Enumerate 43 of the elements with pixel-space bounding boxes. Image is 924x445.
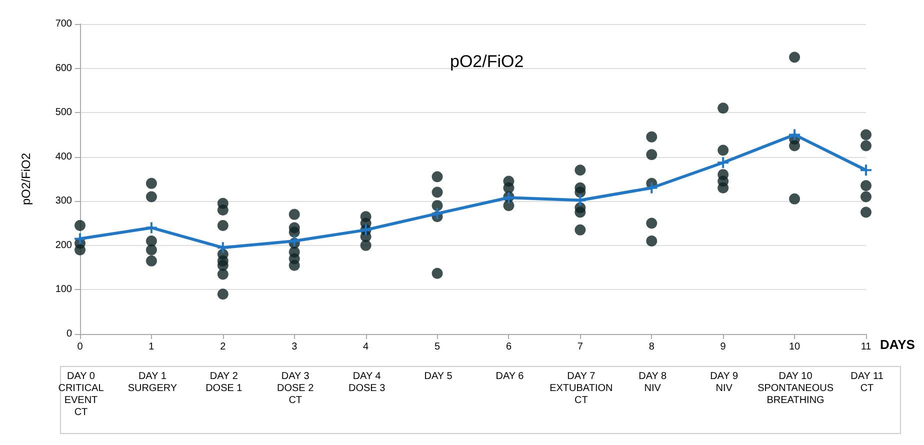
x-tick-label: 9: [720, 342, 726, 352]
x-tick-label: 10: [788, 342, 801, 352]
text: DAY 8 NIV: [638, 371, 667, 395]
text: DAY 7 EXTUBATION CT: [550, 371, 613, 407]
x-tick-label: 6: [506, 342, 512, 352]
text: DAY 4 DOSE 3: [348, 371, 386, 395]
text: DAY 9 NIV: [710, 371, 738, 395]
text: DAY 6: [496, 371, 524, 383]
y-axis-title: pO2/FiO2: [19, 152, 33, 206]
x-tick-label: 11: [860, 342, 872, 352]
y-tick-label: 600: [55, 62, 72, 74]
text: DAY 0 CRITICAL EVENT CT: [58, 371, 104, 419]
point: [860, 164, 872, 177]
text: DAY 11 CT: [850, 371, 884, 395]
text: DAY 3 DOSE 2 CT: [277, 371, 314, 407]
x-tick-label: 1: [148, 342, 155, 352]
text: DAY 10 SPONTANEOUS BREATHING: [758, 371, 834, 407]
text: DAY 2 DOSE 1: [206, 371, 242, 395]
point: [645, 181, 658, 194]
y-tick-label: 100: [55, 284, 72, 296]
y-tick-label: 200: [55, 240, 72, 251]
text: DAY 5: [424, 371, 452, 383]
point: [74, 232, 86, 246]
x-tick-label: 0: [77, 342, 84, 352]
y-tick-label: 0: [66, 328, 72, 340]
x-tick-label: 7: [577, 342, 584, 352]
point: [144, 221, 158, 234]
x-tick-label: 5: [434, 342, 440, 352]
x-tick-label: 8: [648, 342, 655, 352]
x-tick-label: 4: [363, 342, 370, 352]
x-tick-label: 3: [292, 342, 298, 352]
y-tick-label: 400: [55, 151, 72, 162]
x-tick-label: 2: [220, 342, 226, 352]
y-tick-label: 500: [55, 107, 72, 118]
y-tick-label: 300: [55, 196, 72, 207]
point: [788, 128, 802, 142]
point: [716, 156, 730, 170]
point: [430, 207, 444, 220]
text: pO2/FiO2: [450, 52, 524, 71]
x-axis-title: DAYS: [880, 337, 916, 352]
text: DAY 1 SURGERY: [128, 371, 178, 395]
y-tick-label: 700: [55, 18, 72, 30]
point: [216, 241, 230, 254]
